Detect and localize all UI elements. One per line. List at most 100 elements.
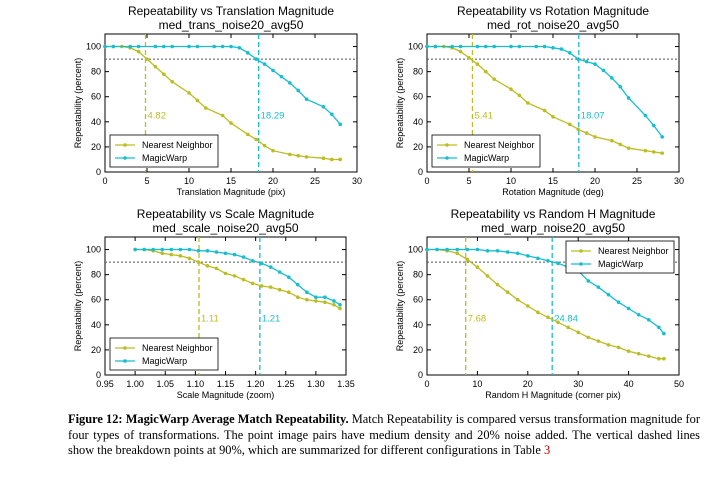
data-point bbox=[323, 295, 327, 300]
y-tick-label: 80 bbox=[91, 270, 101, 280]
x-tick-label: 15 bbox=[548, 176, 558, 186]
data-point bbox=[616, 345, 621, 350]
data-point bbox=[229, 44, 233, 49]
data-point bbox=[268, 285, 273, 289]
data-point bbox=[170, 79, 174, 84]
data-point bbox=[458, 44, 463, 49]
data-point bbox=[136, 49, 141, 54]
y-tick-label: 80 bbox=[91, 67, 101, 77]
chart-panel-2: Repeatability vs Rotation Magnitudemed_r… bbox=[395, 4, 684, 197]
data-point bbox=[566, 325, 570, 330]
legend-label: MagicWarp bbox=[598, 259, 643, 269]
x-tick-label: 5 bbox=[144, 176, 149, 186]
legend-box bbox=[565, 240, 675, 274]
data-point bbox=[526, 254, 530, 258]
x-axis-label: Translation Magnitude (pix) bbox=[177, 187, 286, 197]
data-point bbox=[568, 122, 572, 127]
y-tick-label: 60 bbox=[91, 295, 101, 305]
x-tick-label: 1.30 bbox=[307, 379, 325, 389]
chart-panel-4: Repeatability vs Random H Magnitudemed_w… bbox=[395, 207, 684, 400]
data-point bbox=[262, 62, 267, 66]
data-point bbox=[475, 265, 480, 269]
data-point bbox=[568, 51, 572, 55]
data-point bbox=[220, 113, 225, 118]
data-point bbox=[505, 250, 510, 254]
data-point bbox=[596, 339, 601, 343]
y-axis-label: Repeatability (percent) bbox=[73, 58, 83, 149]
data-point bbox=[288, 152, 292, 157]
x-tick-label: 30 bbox=[573, 379, 583, 389]
legend-label: MagicWarp bbox=[142, 356, 187, 366]
data-point bbox=[136, 44, 141, 49]
data-point bbox=[542, 108, 547, 113]
breakpoint-label-nn: 5.41 bbox=[474, 111, 493, 122]
data-point bbox=[338, 157, 343, 162]
data-point bbox=[305, 290, 309, 295]
data-point bbox=[162, 72, 166, 76]
data-point bbox=[214, 266, 219, 271]
legend-label: Nearest Neighbor bbox=[142, 140, 213, 150]
breakpoint-label-nn: 1.11 bbox=[201, 314, 219, 325]
x-tick-label: 5 bbox=[466, 176, 471, 186]
chart-title: Repeatability vs Random H Magnitude bbox=[451, 207, 656, 221]
data-point bbox=[576, 57, 580, 61]
data-point bbox=[517, 93, 522, 98]
x-axis-label: Random H Magnitude (corner pix) bbox=[485, 390, 621, 400]
data-point bbox=[296, 282, 300, 287]
caption-text: Match Repeatability is compared versus t… bbox=[68, 412, 700, 457]
data-point bbox=[160, 251, 165, 256]
data-point bbox=[187, 91, 191, 95]
x-tick-label: 20 bbox=[523, 379, 533, 389]
data-point bbox=[626, 306, 631, 311]
data-point bbox=[455, 247, 460, 252]
data-point bbox=[484, 44, 488, 49]
data-point bbox=[596, 285, 601, 289]
y-tick-label: 20 bbox=[413, 142, 423, 152]
data-point bbox=[338, 306, 342, 311]
data-point bbox=[160, 247, 165, 252]
data-point bbox=[455, 251, 460, 256]
data-point bbox=[626, 146, 631, 150]
data-point bbox=[241, 277, 246, 282]
data-point bbox=[279, 74, 284, 79]
data-point bbox=[259, 261, 264, 266]
caption-table-ref[interactable]: 3 bbox=[543, 443, 551, 457]
data-point bbox=[169, 247, 174, 252]
breakpoint-label-nn: 4.82 bbox=[147, 111, 166, 122]
data-point bbox=[660, 151, 664, 155]
data-point bbox=[610, 138, 614, 143]
data-point bbox=[178, 254, 183, 258]
data-point bbox=[616, 300, 621, 305]
data-point bbox=[646, 354, 651, 358]
x-tick-label: 1.15 bbox=[217, 379, 235, 389]
data-point bbox=[606, 343, 611, 347]
data-point bbox=[495, 249, 500, 253]
data-point bbox=[111, 44, 116, 49]
data-point bbox=[484, 69, 488, 74]
data-point bbox=[551, 115, 555, 119]
data-point bbox=[542, 44, 547, 49]
legend-label: MagicWarp bbox=[464, 153, 509, 163]
x-tick-label: 1.05 bbox=[156, 379, 174, 389]
data-point bbox=[170, 44, 174, 49]
chart-subtitle: med_scale_noise20_avg50 bbox=[152, 221, 298, 235]
data-point bbox=[169, 252, 174, 257]
data-point bbox=[162, 44, 166, 49]
data-point bbox=[435, 247, 439, 252]
data-point bbox=[103, 44, 107, 49]
data-point bbox=[536, 256, 540, 261]
data-point bbox=[509, 87, 513, 91]
x-tick-label: 0.95 bbox=[96, 379, 114, 389]
data-point bbox=[492, 44, 497, 49]
figure-charts: Repeatability vs Translation Magnitudeme… bbox=[73, 4, 684, 400]
y-tick-label: 60 bbox=[91, 92, 101, 102]
legend-marker bbox=[123, 156, 127, 160]
data-point bbox=[515, 251, 520, 256]
data-point bbox=[586, 335, 591, 340]
data-point bbox=[232, 274, 237, 278]
figure-caption: Figure 12: MagicWarp Average Match Repea… bbox=[68, 412, 700, 459]
data-point bbox=[433, 44, 438, 49]
data-point bbox=[187, 256, 192, 261]
data-point bbox=[576, 330, 580, 335]
data-point bbox=[606, 292, 611, 297]
